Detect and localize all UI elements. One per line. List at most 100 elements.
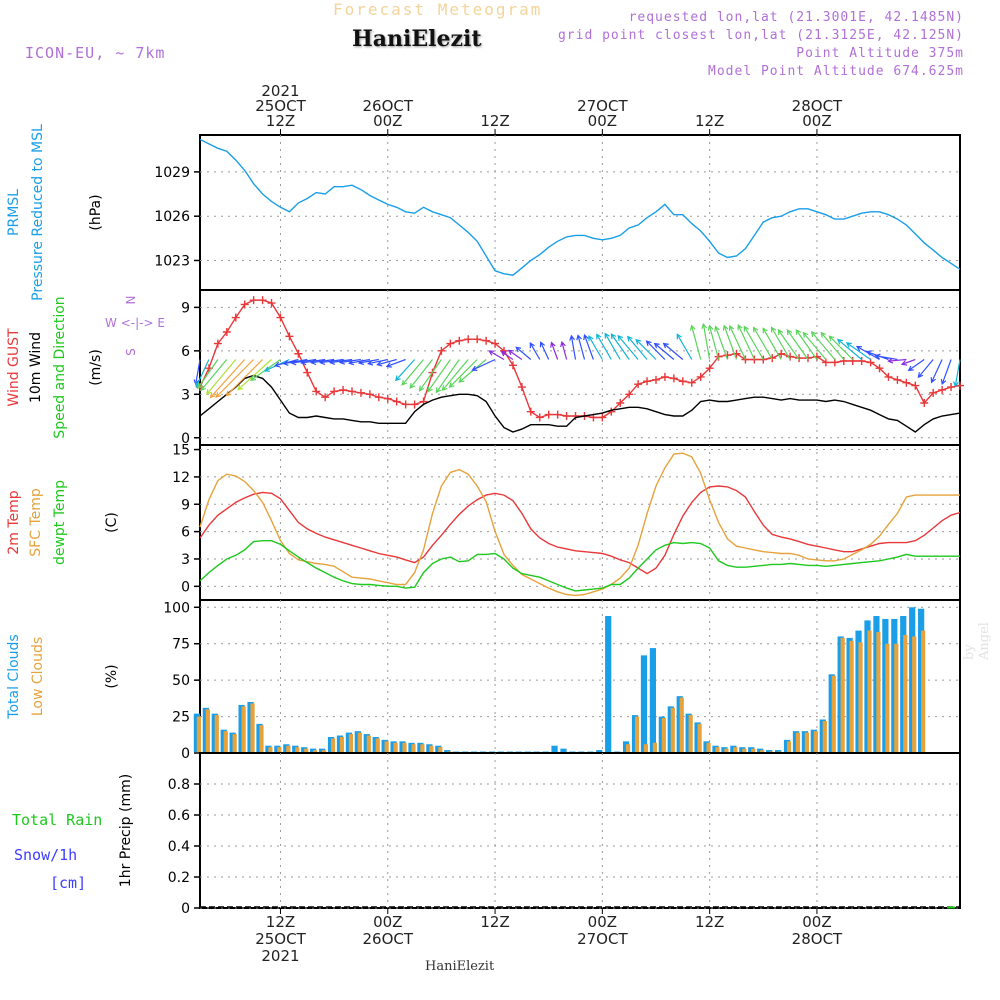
gust-marker [848, 356, 857, 365]
gust-marker [759, 355, 768, 364]
ytick-label: 1026 [154, 209, 190, 225]
ylabel-line: Wind GUST [6, 328, 22, 407]
wind-arrow [366, 358, 388, 366]
xtick-label: 2021 [261, 947, 299, 965]
gust-marker [339, 385, 348, 394]
compass-axis: W <-|-> E [105, 316, 165, 330]
gust-marker [544, 410, 553, 419]
gust-marker [634, 380, 643, 389]
gust-marker [875, 364, 884, 373]
low-cloud-bar [429, 745, 434, 752]
ytick-label: 1029 [154, 165, 190, 181]
wind-arrow [338, 358, 361, 365]
ylabel-line: PRMSL [6, 189, 22, 236]
compass-south: S [124, 348, 138, 356]
low-cloud-bar [849, 640, 854, 752]
wind-arrow [282, 358, 308, 366]
ylabel-line: (%) [104, 664, 120, 688]
wind-arrow [209, 359, 246, 399]
wind-arrow [707, 324, 720, 360]
wind-arrow [395, 359, 416, 382]
wind-arrow [795, 328, 818, 360]
xtick-label: 12Z [266, 913, 295, 931]
wind-arrow [385, 358, 406, 368]
low-cloud-bar [760, 750, 765, 752]
gust-marker [768, 354, 777, 363]
wind-arrow [810, 331, 836, 360]
panel-frame [199, 444, 961, 601]
compass-north: N [124, 296, 138, 305]
xtick-label: 00Z [373, 913, 402, 931]
low-cloud-bar [715, 747, 720, 752]
wind-arrow [500, 350, 514, 360]
total-cloud-bar [649, 648, 656, 752]
xtick-label: 12Z [480, 112, 509, 130]
gust-marker [929, 388, 938, 397]
low-cloud-bar [786, 741, 792, 752]
ytick-label: 0.6 [168, 808, 190, 824]
wind-arrow [529, 342, 541, 360]
gust-marker [705, 364, 714, 373]
precip-legend: Total Rain [12, 811, 102, 829]
wind-arrow [507, 349, 523, 360]
ytick-label: 0.8 [168, 777, 190, 793]
series-line-prmsl [199, 138, 961, 276]
ylabel-line: dewpt Temp [52, 480, 68, 565]
low-cloud-bar [921, 630, 926, 752]
low-cloud-bar [876, 632, 881, 752]
gust-marker [866, 358, 875, 367]
wind-arrow [802, 331, 827, 360]
wind-arrow [777, 328, 800, 360]
gust-marker [258, 296, 267, 305]
gust-marker [392, 397, 401, 406]
series-line-sfc-temp [199, 452, 960, 597]
gust-marker [526, 407, 535, 416]
gust-marker [696, 372, 705, 381]
wind-arrow [626, 335, 648, 360]
total-cloud-bar [640, 655, 648, 752]
gust-marker [491, 339, 500, 348]
low-cloud-bar [384, 741, 389, 752]
low-cloud-bar [286, 745, 291, 752]
wind-arrow [357, 358, 379, 366]
ytick-label: 6 [181, 525, 190, 541]
low-cloud-bar [393, 742, 398, 752]
xtick-label: 28OCT [792, 97, 843, 115]
wind-arrow [458, 359, 487, 383]
gust-marker [249, 296, 258, 305]
gust-marker [741, 355, 750, 364]
gust-marker [535, 413, 544, 422]
ytick-label: 9 [181, 300, 190, 316]
wind-arrow [215, 359, 255, 398]
xtick-label: 00Z [373, 112, 402, 130]
wind-arrow [737, 323, 755, 360]
gust-marker [312, 387, 321, 396]
gust-marker [884, 372, 893, 381]
xtick-label: 2021 [261, 82, 299, 100]
wind-arrow [874, 353, 898, 361]
ytick-label: 100 [163, 600, 190, 616]
wind-arrow [435, 359, 460, 394]
gust-marker [920, 398, 929, 407]
low-cloud-bar [375, 738, 380, 752]
total-cloud-bar [596, 750, 603, 752]
low-cloud-bar [894, 643, 899, 752]
wind-arrow [488, 350, 505, 361]
low-cloud-bar [867, 630, 872, 752]
gust-marker [821, 358, 830, 367]
ytick-label: 25 [172, 710, 190, 726]
wind-arrow [653, 342, 675, 360]
xtick-label: 12Z [695, 913, 724, 931]
gust-marker [669, 374, 678, 383]
gust-marker [294, 349, 303, 358]
series-line-10m-wind [199, 374, 961, 433]
gust-marker [750, 355, 759, 364]
precip-legend: [cm] [50, 874, 86, 892]
wind-arrow [569, 334, 577, 360]
xtick-label: 26OCT [362, 97, 413, 115]
wind-arrow [560, 340, 568, 360]
gust-marker [660, 372, 669, 381]
gust-marker [482, 336, 491, 345]
xtick-label: 25OCT [255, 930, 306, 948]
gust-marker [473, 335, 482, 344]
